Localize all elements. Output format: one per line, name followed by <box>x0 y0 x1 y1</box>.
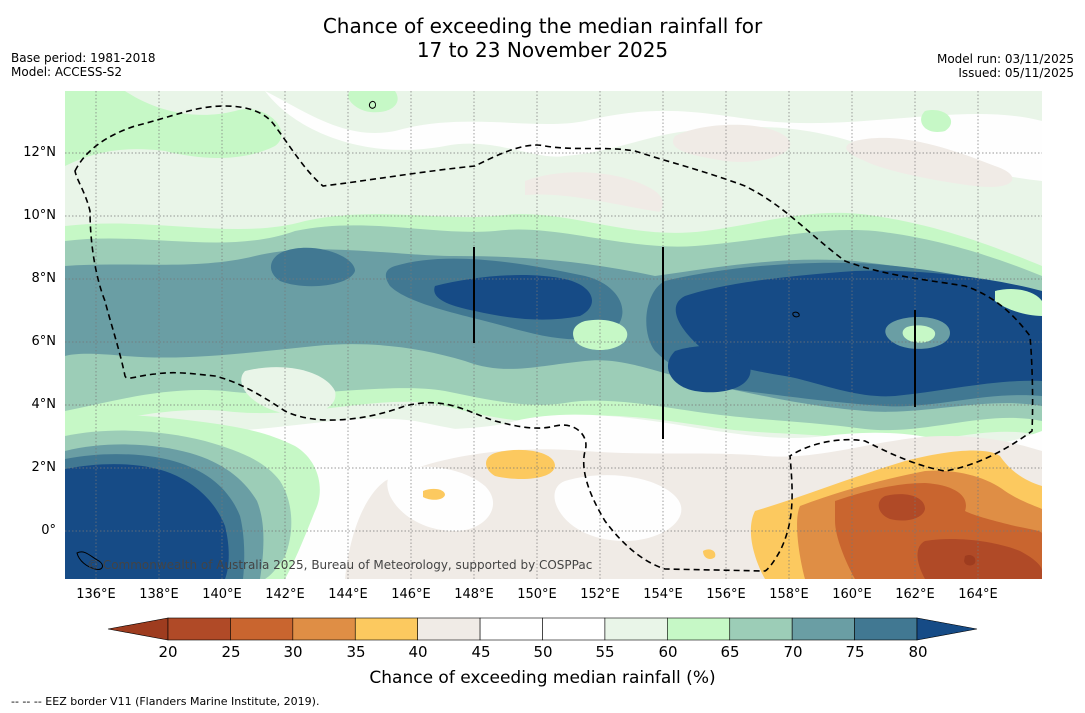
model-info: Base period: 1981-2018 Model: ACCESS-S2 <box>11 51 156 79</box>
lat-label-10n: 10°N <box>23 208 56 223</box>
colorbar-tick-40: 40 <box>408 643 428 661</box>
map-canvas <box>65 91 1042 579</box>
eez-footnote: -- -- -- EEZ border V11 (Flanders Marine… <box>11 695 320 708</box>
rainfall-map <box>65 91 1042 579</box>
lat-label-4n: 4°N <box>31 397 57 412</box>
contour-45-north-2 <box>846 137 1013 187</box>
colorbar-tick-70: 70 <box>783 643 803 661</box>
contour-40-blob-central <box>486 449 555 479</box>
contour-25-southeast-1 <box>878 494 925 521</box>
colorbar-segment <box>167 617 231 641</box>
title-line-2: 17 to 23 November 2025 <box>416 38 669 62</box>
colorbar-segment <box>292 617 356 641</box>
contour-65-inner-2 <box>573 319 628 350</box>
lat-label-12n: 12°N <box>23 145 56 160</box>
colorbar-segment <box>542 617 606 641</box>
lon-label-162e: 162°E <box>895 587 935 602</box>
lat-label-0: 0° <box>41 523 56 538</box>
contour-65-northwest <box>65 91 282 166</box>
lon-label-140e: 140°E <box>202 587 242 602</box>
contour-high-east <box>675 270 1042 397</box>
map-title: Chance of exceeding the median rainfall … <box>0 14 1085 62</box>
lon-label-150e: 150°E <box>517 587 557 602</box>
colorbar-segment <box>667 617 731 641</box>
model-text: Model: ACCESS-S2 <box>11 65 123 79</box>
contour-80-west-blob <box>270 247 355 287</box>
lon-label-152e: 152°E <box>580 587 620 602</box>
colorbar-tick-80: 80 <box>908 643 928 661</box>
colorbar <box>107 617 978 641</box>
colorbar-segment <box>854 617 918 641</box>
lon-label-138e: 138°E <box>139 587 179 602</box>
lat-label-6n: 6°N <box>31 334 57 349</box>
colorbar-tick-20: 20 <box>158 643 178 661</box>
gridlines <box>65 91 1042 579</box>
contour-65-north-blob-2 <box>921 110 952 132</box>
lon-label-158e: 158°E <box>769 587 809 602</box>
lon-label-144e: 144°E <box>328 587 368 602</box>
lon-label-164e: 164°E <box>958 587 998 602</box>
model-run-text: Model run: 03/11/2025 <box>936 52 1074 66</box>
lon-label-156e: 156°E <box>706 587 746 602</box>
colorbar-tick-30: 30 <box>283 643 303 661</box>
colorbar-tick-25: 25 <box>221 643 241 661</box>
lon-label-146e: 146°E <box>391 587 431 602</box>
contour-65-far-east <box>995 289 1042 316</box>
lat-label-2n: 2°N <box>31 460 57 475</box>
copyright-notice: © Commonwealth of Australia 2025, Bureau… <box>87 558 593 572</box>
lon-label-136e: 136°E <box>76 587 116 602</box>
colorbar-tick-45: 45 <box>471 643 491 661</box>
run-info: Model run: 03/11/2025 Issued: 05/11/2025 <box>937 52 1074 80</box>
contour-20-dot <box>964 554 976 566</box>
colorbar-segment <box>604 617 668 641</box>
colorbar-extend-low <box>107 617 169 641</box>
colorbar-segment <box>230 617 294 641</box>
contour-40-small-south <box>703 549 716 559</box>
lon-label-142e: 142°E <box>265 587 305 602</box>
base-period-text: Base period: 1981-2018 <box>11 51 156 65</box>
contour-65-ring-east <box>902 325 936 343</box>
colorbar-tick-35: 35 <box>346 643 366 661</box>
colorbar-tick-55: 55 <box>595 643 615 661</box>
colorbar-title: Chance of exceeding median rainfall (%) <box>369 668 716 688</box>
contour-50-south-inner-2 <box>554 475 682 541</box>
colorbar-segment <box>479 617 543 641</box>
contour-40-blob-west <box>423 488 445 500</box>
colorbar-segments <box>107 617 978 641</box>
colorbar-extend-high <box>916 617 978 641</box>
colorbar-segment <box>354 617 418 641</box>
colorbar-segment <box>791 617 855 641</box>
colorbar-segment <box>729 617 793 641</box>
contour-60-inner-1 <box>241 367 336 415</box>
contour-high-southwest <box>65 464 229 579</box>
issued-text: Issued: 05/11/2025 <box>958 66 1074 80</box>
title-line-1: Chance of exceeding the median rainfall … <box>322 14 763 38</box>
contour-60-north-2 <box>65 91 1042 133</box>
colorbar-tick-60: 60 <box>658 643 678 661</box>
eez-border <box>74 105 1034 572</box>
lon-label-160e: 160°E <box>832 587 872 602</box>
colorbar-segment <box>417 617 481 641</box>
colorbar-tick-65: 65 <box>720 643 740 661</box>
colorbar-tick-50: 50 <box>533 643 553 661</box>
lon-label-148e: 148°E <box>454 587 494 602</box>
lon-label-154e: 154°E <box>643 587 683 602</box>
contour-high-east-core <box>667 346 751 393</box>
colorbar-tick-75: 75 <box>845 643 865 661</box>
islands <box>76 100 800 570</box>
contour-25-southeast-2 <box>917 539 1042 579</box>
lat-label-8n: 8°N <box>31 271 57 286</box>
